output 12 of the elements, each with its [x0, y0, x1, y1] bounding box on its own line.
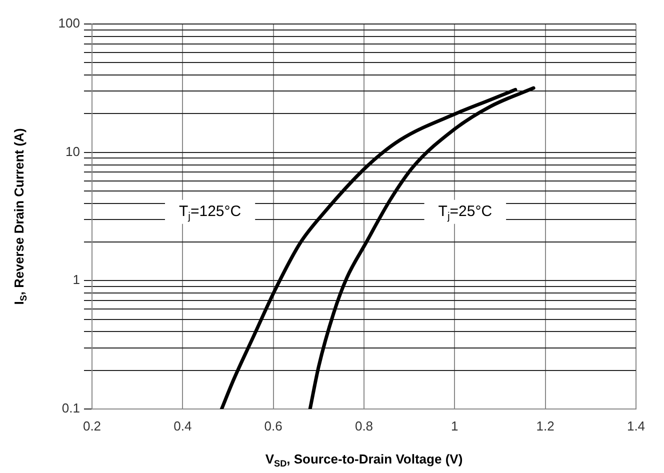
x-tick-label: 1 — [451, 418, 458, 434]
y-axis-title: IS, Reverse Drain Current (A) — [12, 128, 28, 305]
y-tick-label: 0.1 — [62, 400, 80, 416]
x-tick-label: 0.2 — [82, 418, 102, 434]
y-tick-label: 1 — [72, 272, 80, 288]
x-tick-label: 0.4 — [174, 418, 192, 434]
y-tick-label: 10 — [66, 144, 80, 159]
y-tick-label: 100 — [58, 16, 80, 31]
x-tick-label: 0.6 — [264, 418, 282, 434]
x-tick-label: 1.2 — [536, 418, 554, 434]
x-tick-label: 0.8 — [354, 418, 374, 434]
x-tick-label: 1.4 — [626, 418, 646, 434]
